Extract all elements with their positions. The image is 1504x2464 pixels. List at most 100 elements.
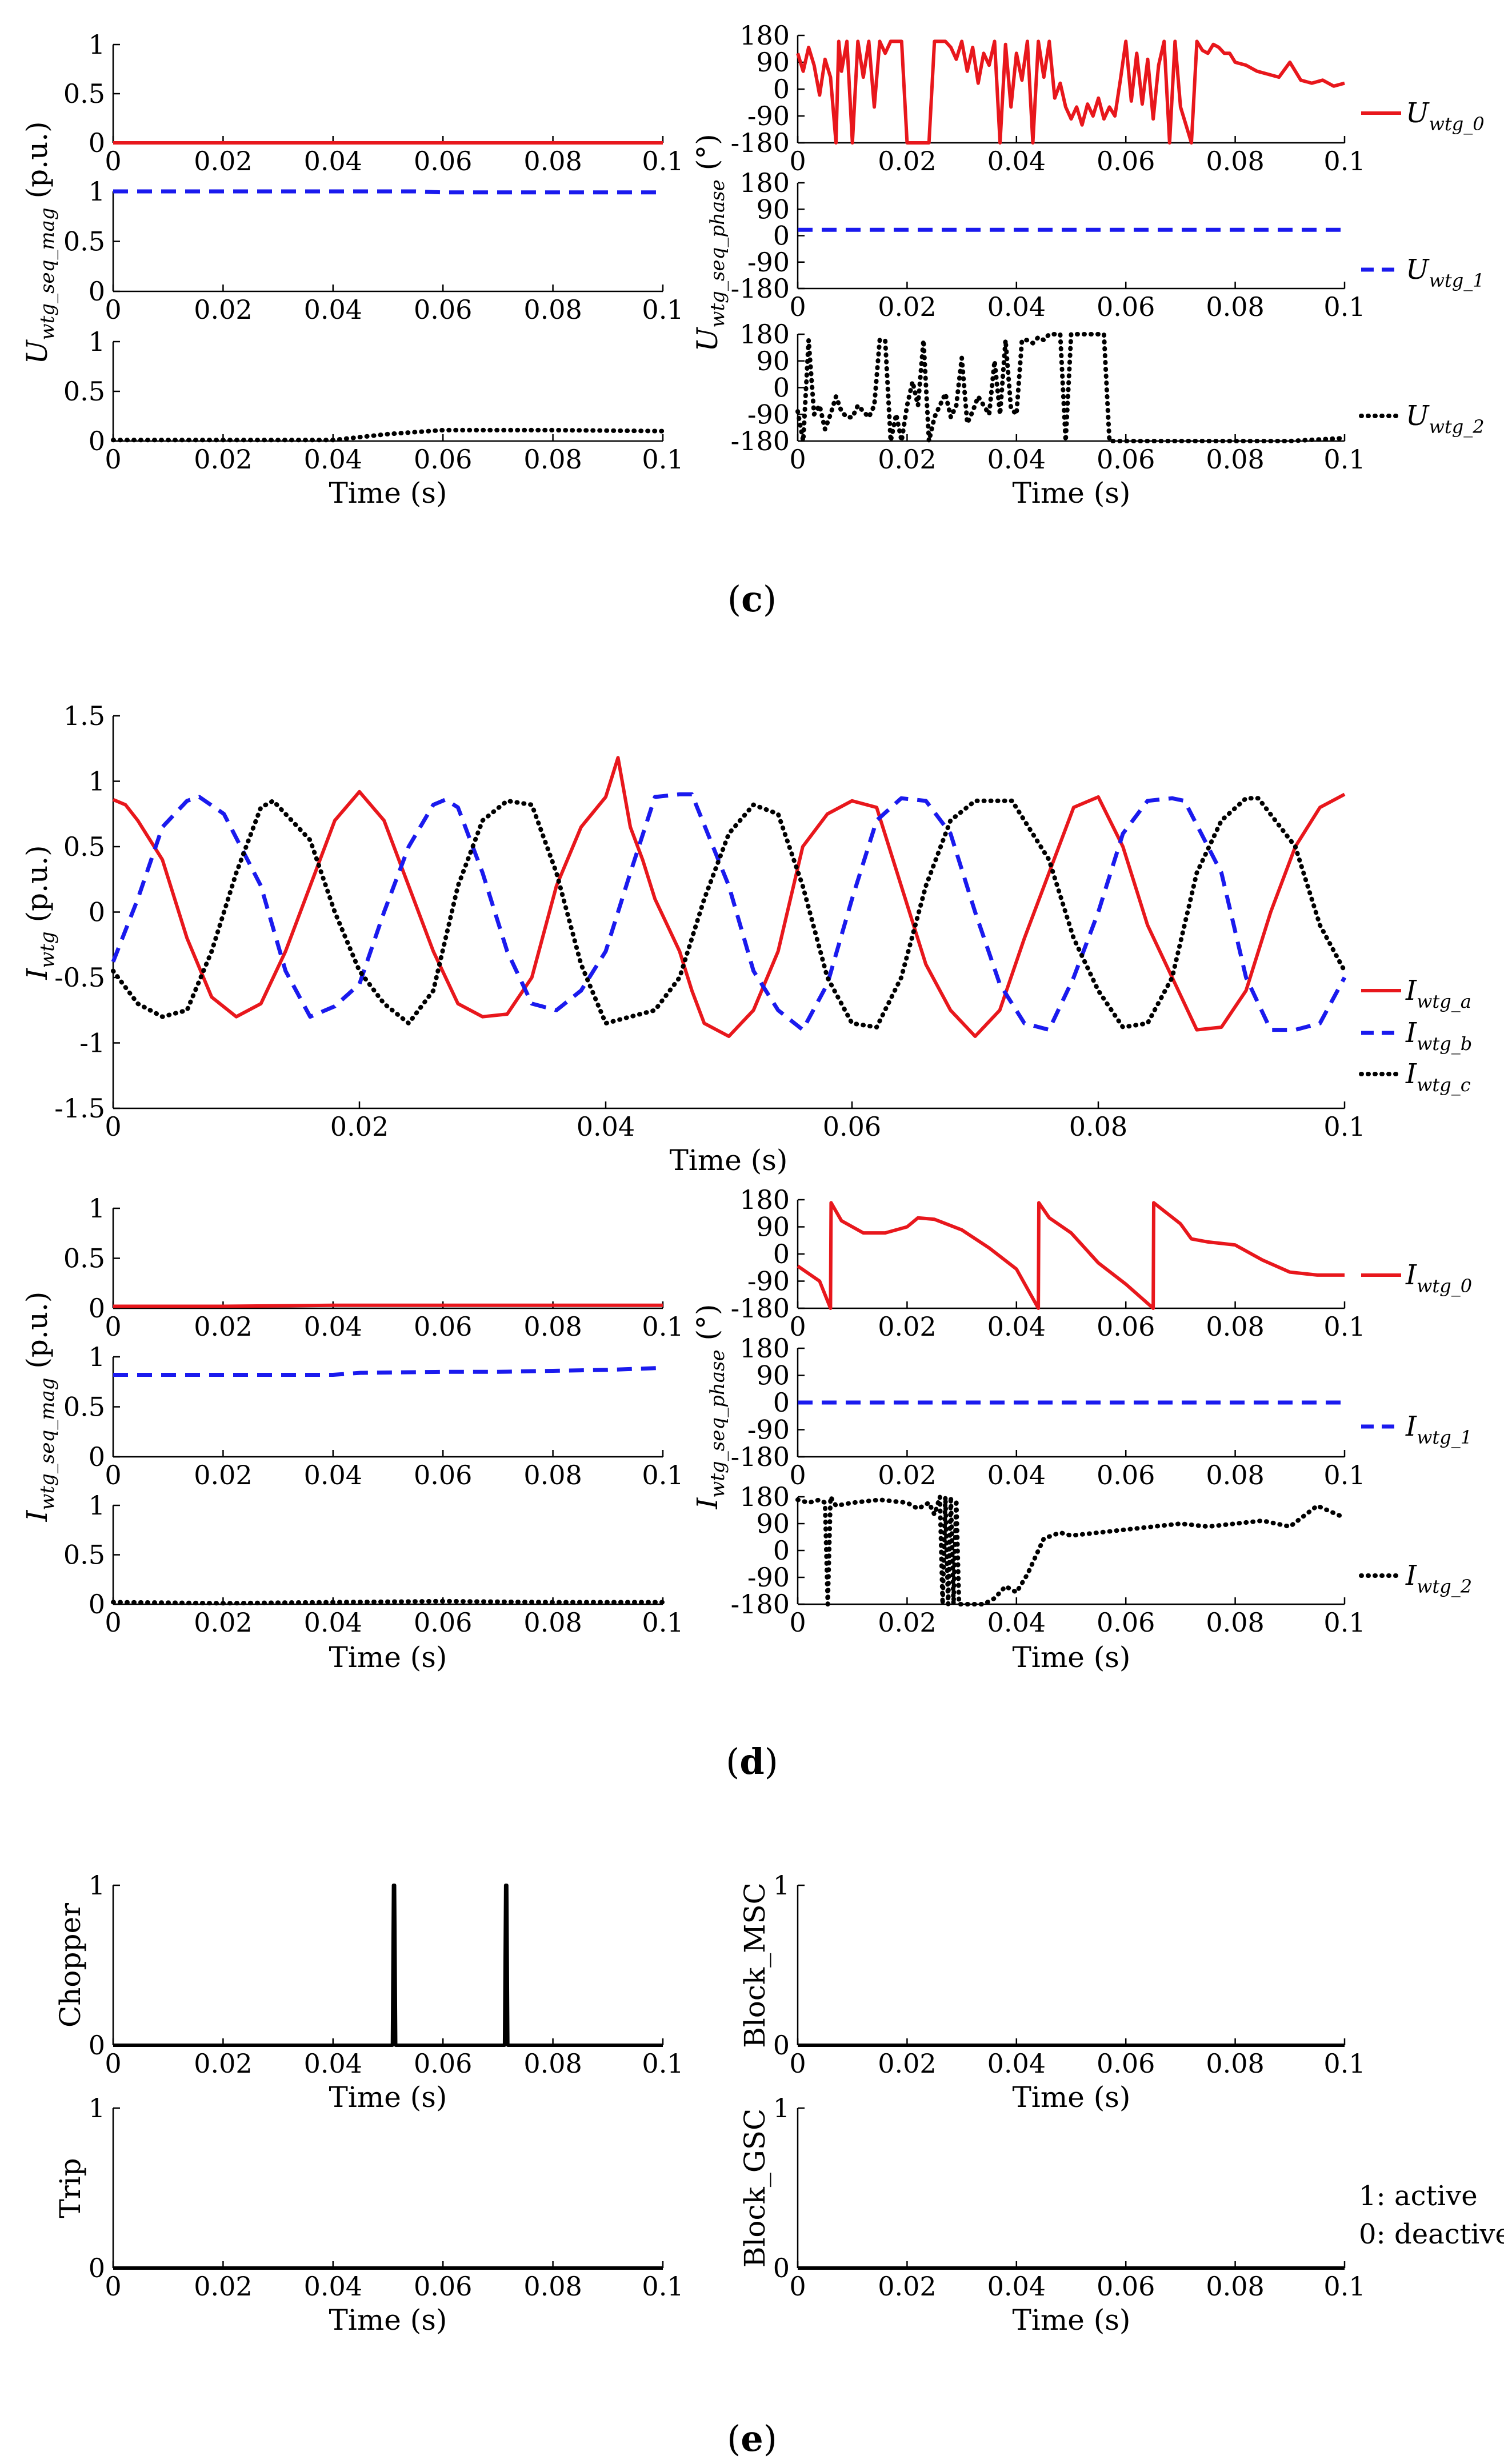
c-phase-legend-2-label-sub: wtg_1 <box>1429 270 1484 291</box>
y-tick-label: -90 <box>747 399 790 430</box>
x-tick-label: 0.1 <box>1323 2048 1365 2079</box>
x-tick-label: 0 <box>105 146 121 177</box>
d-currents-ylabel: Iwtg (p.u.) <box>21 845 59 980</box>
x-tick-label: 0 <box>105 444 121 475</box>
x-tick-label: 0.04 <box>987 1460 1046 1491</box>
c-phase-legend-2-label: Uwtg_1 <box>1406 254 1485 291</box>
d-mag-ylabel-part: I <box>21 1509 54 1522</box>
c-phase-ylabel: Uwtg_seq_phase (°) <box>691 134 729 351</box>
d-currents-ylabel-part: wtg <box>36 931 59 968</box>
panel-label-c-close: ) <box>763 578 777 620</box>
panel-label-d: (d) <box>726 1741 778 1782</box>
d-currents-ylabel-part: I <box>21 968 54 980</box>
x-tick-label: 0 <box>789 146 806 177</box>
x-tick-label: 0 <box>105 1311 121 1342</box>
e-block-gsc-plot: 0 0.02 0.04 0.06 0.08 0.1 0 1 <box>773 2093 1366 2302</box>
x-tick-label: 0.02 <box>878 2048 936 2079</box>
y-tick-label: -180 <box>731 426 790 456</box>
annotation-1: 1: active <box>1359 2180 1478 2212</box>
x-tick-label: 0.06 <box>1097 291 1155 322</box>
d-mag-xlabel: Time (s) <box>329 1641 447 1674</box>
x-tick-label: 0 <box>789 1607 806 1638</box>
y-tick-label: 0 <box>773 221 790 251</box>
panel-label-d-close: ) <box>765 1741 778 1782</box>
x-tick-label: 0.06 <box>414 1460 472 1491</box>
panel-label-e: (e) <box>727 2418 777 2459</box>
c-phase-legend-2-label-main: U <box>1406 254 1430 286</box>
y-tick-label: -0.5 <box>54 962 105 993</box>
e-trip-xlabel: Time (s) <box>329 2303 447 2337</box>
e-trip-plot: 0 0.02 0.04 0.06 0.08 0.1 0 1 <box>89 2093 684 2302</box>
e-block-msc-ylabel: Block_MSC <box>738 1882 771 2048</box>
series-line-i-wtg-0 <box>113 1303 663 1308</box>
x-tick-label: 0.1 <box>1323 1311 1365 1342</box>
y-tick-label: 180 <box>739 319 790 350</box>
y-tick-label: -90 <box>747 1266 790 1297</box>
y-tick-label: -90 <box>747 1415 790 1445</box>
series-line-u-wtg-1 <box>113 189 663 195</box>
d-phase-ylabel-part: wtg_seq_phase <box>706 1349 729 1497</box>
y-tick-label: 1 <box>89 326 105 357</box>
x-tick-label: 0.1 <box>642 294 683 325</box>
x-tick-label: 0 <box>789 1311 806 1342</box>
x-tick-label: 0.02 <box>878 1607 936 1638</box>
e-chopper-xlabel: Time (s) <box>329 2081 447 2114</box>
x-tick-label: 0 <box>105 294 121 325</box>
y-tick-label: 0.5 <box>63 831 105 862</box>
y-tick-label: -180 <box>731 127 790 158</box>
x-tick-label: 0 <box>105 2271 121 2302</box>
c-phase-ylabel-part: U <box>691 327 724 352</box>
x-tick-label: 0 <box>789 291 806 322</box>
x-tick-label: 0.02 <box>194 2048 252 2079</box>
d-phase-legend-3-label: Iwtg_2 <box>1405 1560 1472 1597</box>
x-tick-label: 0.02 <box>194 1460 252 1491</box>
c-mag-xlabel: Time (s) <box>329 476 447 510</box>
x-tick-label: 0.06 <box>414 2048 472 2079</box>
y-tick-label: 1.5 <box>63 700 105 731</box>
x-tick-label: 0.08 <box>1206 1607 1264 1638</box>
y-tick-label: 0.5 <box>63 1243 105 1274</box>
y-tick-label: -90 <box>747 1562 790 1593</box>
x-tick-label: 0.04 <box>304 294 362 325</box>
x-tick-label: 0.08 <box>1206 2048 1264 2079</box>
x-tick-label: 0.04 <box>577 1111 635 1142</box>
y-tick-label: -180 <box>731 1589 790 1620</box>
c-mag-ylabel-part: (p.u.) <box>21 121 54 207</box>
series-line-i-wtg-c <box>111 796 1347 1029</box>
y-tick-label: 0 <box>89 1589 105 1620</box>
y-tick-label: -90 <box>747 247 790 278</box>
y-tick-label: 180 <box>739 167 790 198</box>
e-chopper-ylabel: Chopper <box>54 1903 87 2028</box>
x-tick-label: 0.08 <box>1206 146 1264 177</box>
x-tick-label: 0.1 <box>1323 1111 1365 1142</box>
x-tick-label: 0.04 <box>304 2048 362 2079</box>
c-phase-legend-1-label-main: U <box>1406 97 1430 129</box>
x-tick-label: 0 <box>105 2048 121 2079</box>
d-currents-legend-2-label-sub: wtg_b <box>1417 1033 1472 1055</box>
x-tick-label: 0.1 <box>642 1460 683 1491</box>
y-tick-label: 0 <box>89 426 105 456</box>
c-phase-legend-3-label: Uwtg_2 <box>1406 400 1485 438</box>
x-tick-label: 0.1 <box>1323 1607 1365 1638</box>
x-tick-label: 0.08 <box>1206 291 1264 322</box>
d-phase-ylabel-part: I <box>691 1497 724 1510</box>
d-currents-xlabel: Time (s) <box>670 1144 788 1177</box>
c-mag-subplot-3: 0 0.02 0.04 0.06 0.08 0.1 0 0.5 1 <box>63 326 684 475</box>
x-tick-label: 0.02 <box>194 294 252 325</box>
x-tick-label: 0.02 <box>878 291 936 322</box>
x-tick-label: 0.1 <box>1323 291 1365 322</box>
x-tick-label: 0.06 <box>414 146 472 177</box>
x-tick-label: 0.04 <box>987 1607 1046 1638</box>
e-block-gsc-xlabel: Time (s) <box>1013 2303 1131 2337</box>
d-currents-legend-3-label: Iwtg_c <box>1405 1058 1471 1096</box>
x-tick-label: 0.06 <box>823 1111 881 1142</box>
x-tick-label: 0.08 <box>523 2048 582 2079</box>
x-tick-label: 0.08 <box>523 146 582 177</box>
x-tick-label: 0 <box>105 1460 121 1491</box>
x-tick-label: 0.02 <box>878 146 936 177</box>
x-tick-label: 0.02 <box>878 1311 936 1342</box>
y-tick-label: 1 <box>89 1193 105 1224</box>
panel-label-c-letter: c <box>741 578 763 620</box>
y-tick-label: 0 <box>89 1293 105 1324</box>
